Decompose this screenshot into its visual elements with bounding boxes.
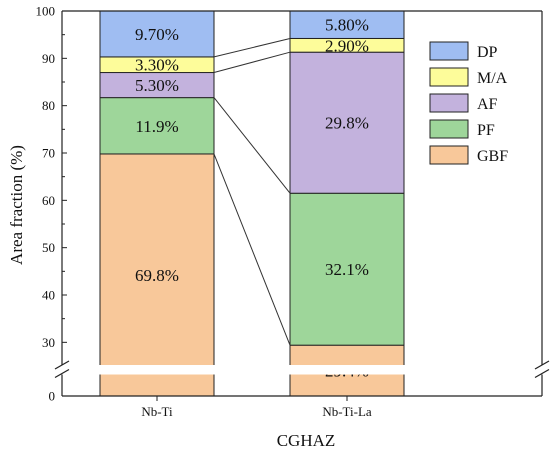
data-label-dp-1: 9.70%: [135, 25, 179, 44]
y-tick-label: 60: [42, 193, 55, 208]
y-tick-label: 90: [42, 51, 55, 66]
data-label-af-1: 5.30%: [135, 76, 179, 95]
data-label-gbf-1: 69.8%: [135, 266, 179, 285]
legend-label-m-a: M/A: [477, 70, 508, 87]
data-label-af-2: 29.8%: [325, 114, 369, 133]
legend-swatch-gbf: [429, 145, 469, 165]
legend-label-gbf: GBF: [477, 148, 508, 165]
y-axis-title: Area fraction (%): [7, 145, 26, 265]
legend-swatch-af: [429, 93, 469, 113]
connector-line: [213, 153, 291, 346]
x-axis-title: CGHAZ: [277, 431, 336, 450]
axis-break-mark: [534, 368, 550, 379]
axis-break-mark: [54, 368, 70, 379]
bars-layer: 69.8%11.9%5.30%3.30%9.70%29.4%32.1%29.8%…: [99, 10, 405, 397]
y-tick-label: 50: [42, 240, 55, 255]
data-label-m-a-2: 2.90%: [325, 36, 369, 55]
axis-break-mark: [534, 360, 550, 370]
bar-segment-pf-1: [99, 97, 215, 155]
y-tick-label: 80: [42, 98, 55, 113]
data-label-m-a-1: 3.30%: [135, 56, 179, 75]
axis-break-mark: [54, 360, 70, 370]
bar-segment-af-2: [289, 51, 405, 194]
y-tick-label: 30: [42, 335, 55, 350]
connectors-layer: [213, 37, 291, 346]
legend-swatch-dp: [429, 41, 469, 61]
connector-line: [213, 37, 291, 58]
data-label-pf-2: 32.1%: [325, 260, 369, 279]
y-tick-label: 0: [49, 389, 56, 404]
data-label-dp-2: 5.80%: [325, 16, 369, 35]
legend-swatch-m-a: [429, 67, 469, 87]
legend-label-pf: PF: [477, 122, 495, 139]
bar-segment-gbf-1: [99, 153, 215, 397]
x-tick-label: Nb-Ti: [141, 404, 173, 419]
bar-segment-dp-2: [289, 10, 405, 39]
axes-layer: 0 30 40 50 60 70 80 90 100 Nb-Ti Nb-Ti-La: [36, 4, 550, 419]
connector-line: [213, 51, 291, 74]
legend-label-af: AF: [477, 96, 498, 113]
axis-break-gap: [52, 365, 550, 375]
bar-segment-dp-1: [99, 10, 215, 58]
connector-line: [213, 97, 291, 194]
legend-label-dp: DP: [477, 44, 498, 61]
bar-segment-pf-2: [289, 192, 405, 346]
x-tick-label: Nb-Ti-La: [322, 404, 372, 419]
legend-swatch-pf: [429, 119, 469, 139]
data-label-pf-1: 11.9%: [135, 117, 178, 136]
legend: DP M/A AF PF GBF: [429, 41, 508, 165]
y-tick-label: 40: [42, 288, 55, 303]
y-tick-label: 100: [36, 4, 56, 19]
y-tick-label: 70: [42, 146, 55, 161]
